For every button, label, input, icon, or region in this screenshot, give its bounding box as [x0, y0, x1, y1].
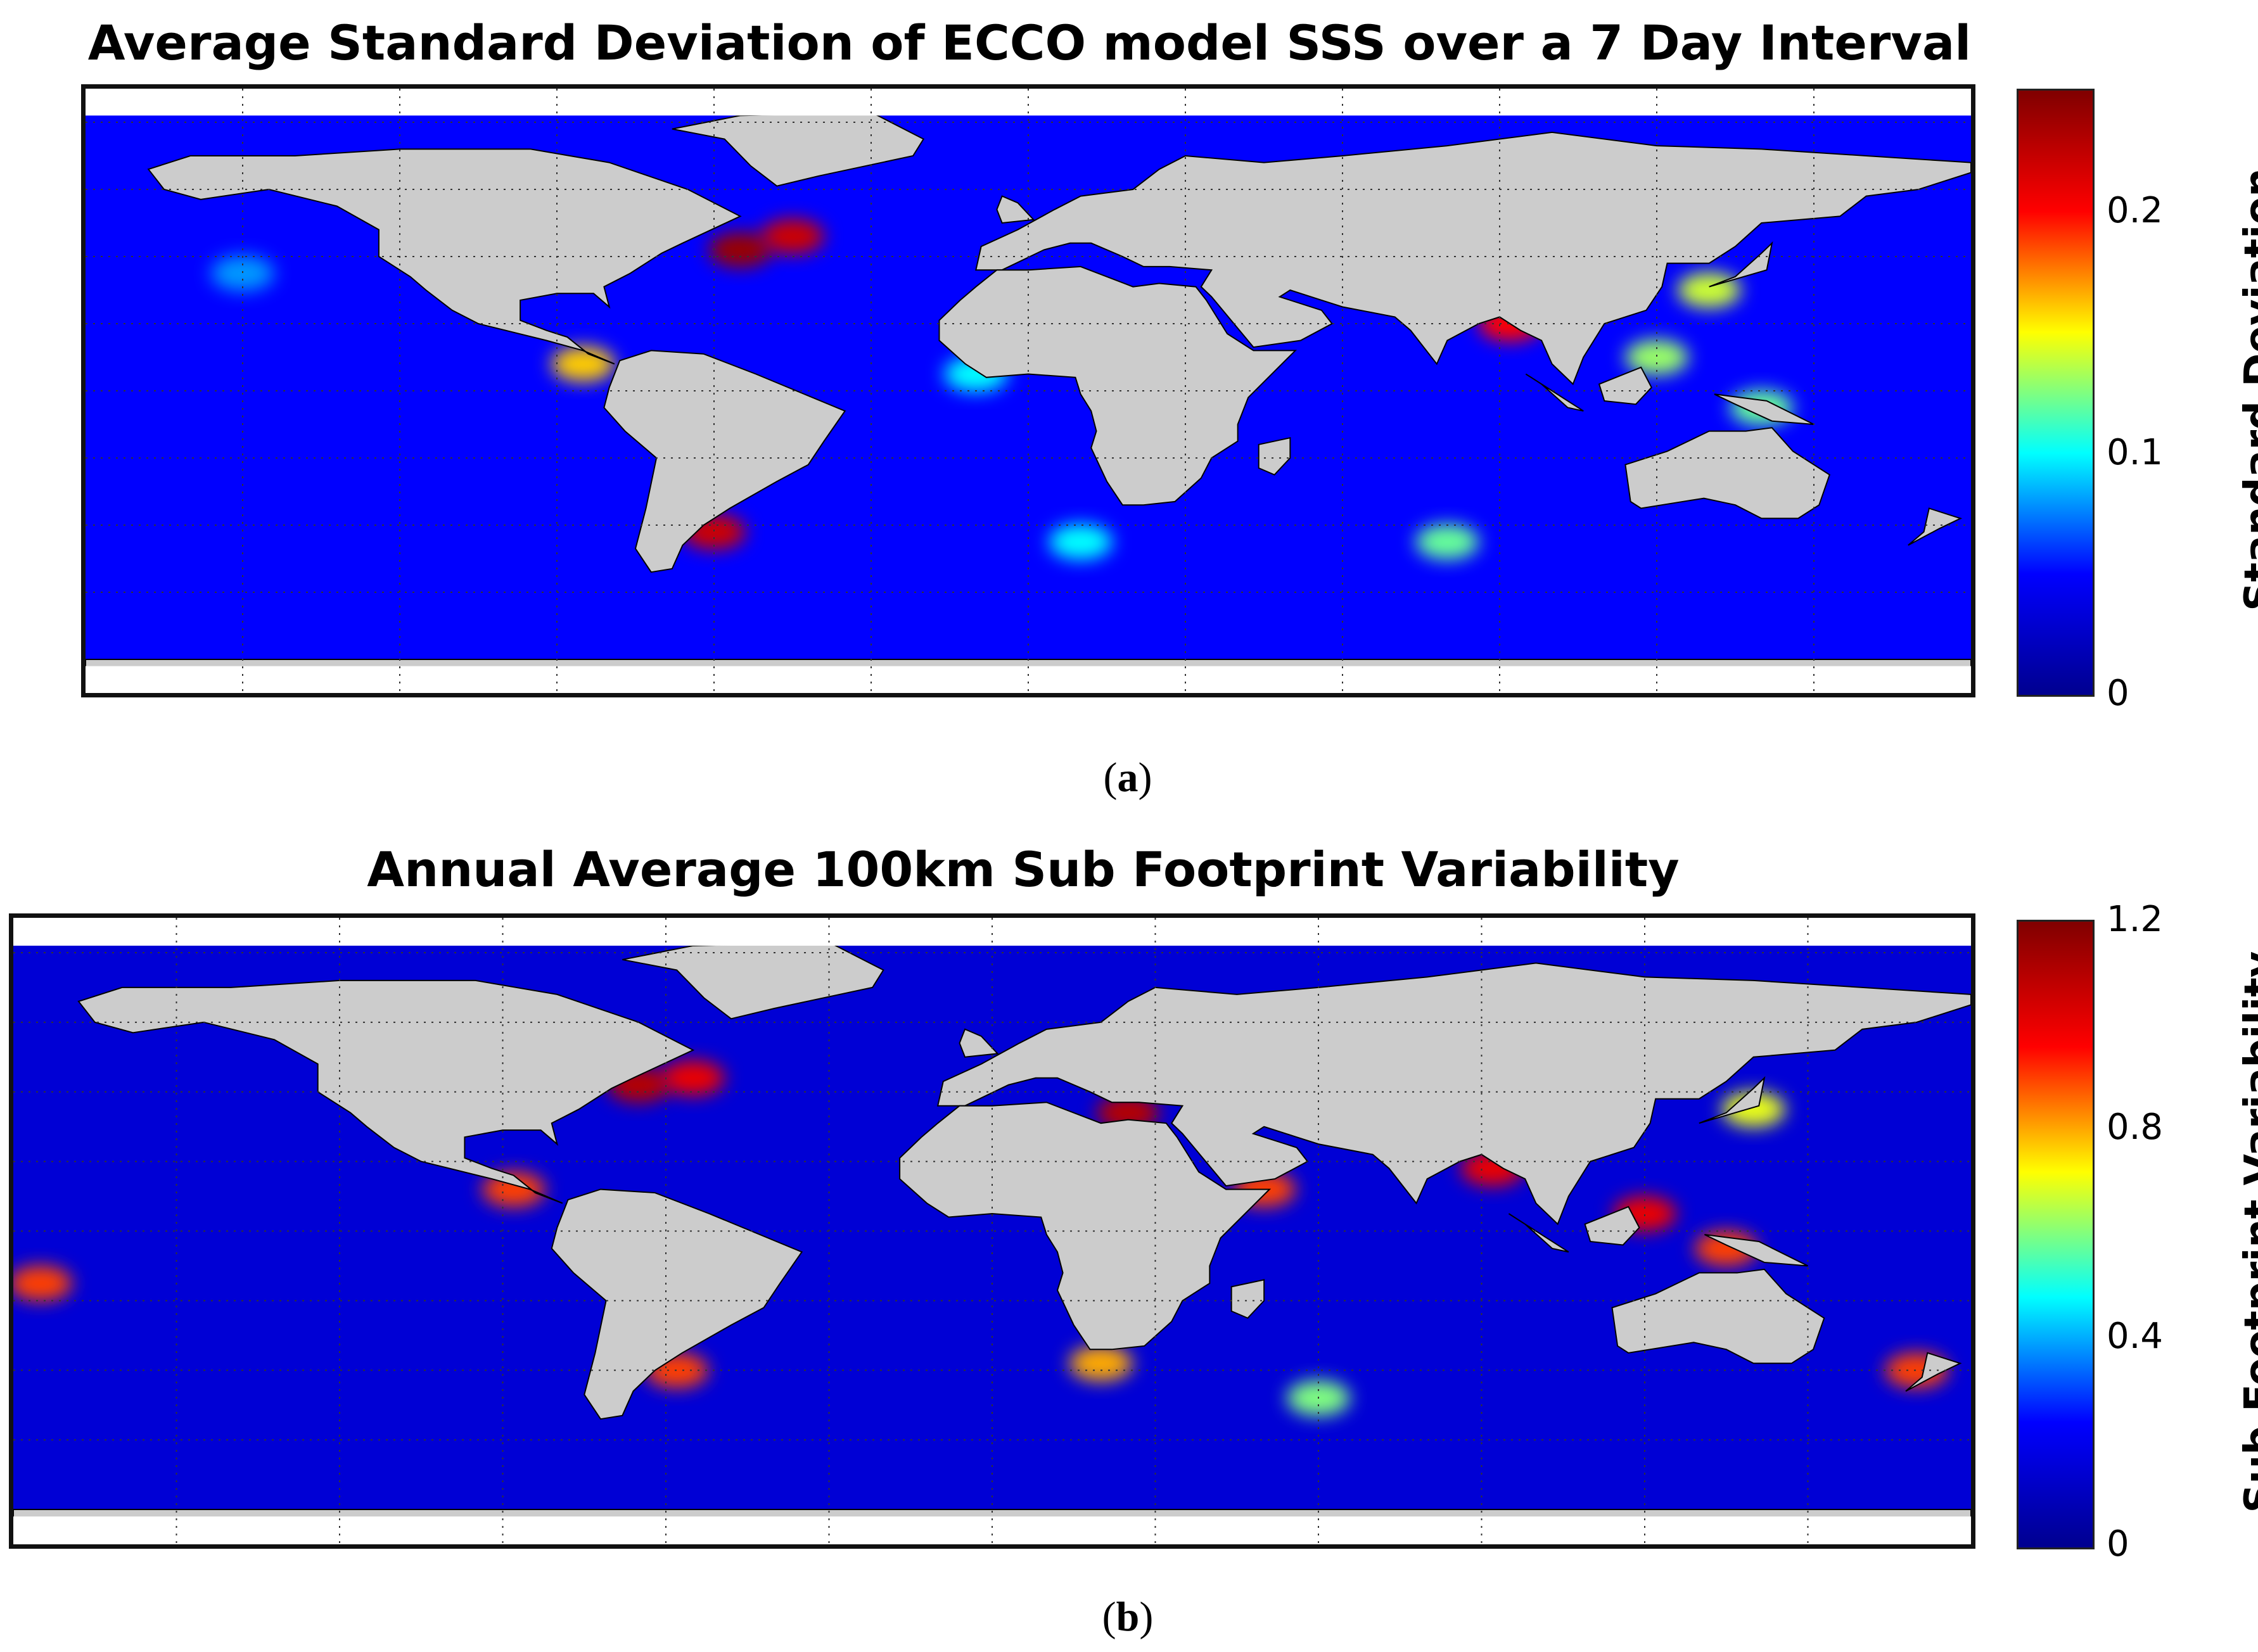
panel-b-tick-0.8: 0.8	[2107, 1107, 2164, 1148]
panel-a-land-madagascar	[1258, 436, 1291, 476]
panel-b-land-new-guinea	[1704, 1234, 1808, 1267]
panel-b-land-madagascar	[1230, 1279, 1265, 1319]
panel-a-land-australia	[1624, 427, 1831, 519]
panel-a-nodata-band-0	[86, 89, 1971, 116]
panel-b-caption: (b)	[1102, 1594, 1154, 1640]
panel-b-land-south-america	[551, 1188, 803, 1420]
panel-b-hotspot-1	[661, 1060, 725, 1096]
panel-b-land-borneo	[1584, 1205, 1640, 1246]
panel-b-tick-0.4: 0.4	[2107, 1316, 2164, 1357]
panel-a-colorbar-label: Standard Deviation	[2236, 168, 2258, 611]
panel-a-map-canvas	[86, 89, 1971, 693]
panel-b-hotspot-13	[1721, 1091, 1785, 1128]
panel-a-colorbar	[2017, 89, 2095, 697]
panel-a-tick-0: 0	[2107, 673, 2129, 714]
panel-b-land-sumatra	[1508, 1213, 1569, 1253]
panel-a-hotspot-3	[551, 346, 615, 382]
panel-b-land-australia	[1611, 1268, 1825, 1364]
panel-a-hotspot-7	[1415, 524, 1479, 560]
panel-a-hotspot-6	[1625, 340, 1688, 375]
panel-b-land-uk	[959, 1028, 999, 1058]
panel-a-tick-0.1: 0.1	[2107, 432, 2164, 473]
panel-b-colorbar-label: Sub Footprint Variability	[2236, 951, 2258, 1513]
panel-b-tick-1.2: 1.2	[2107, 899, 2164, 940]
panel-a-hotspot-1	[761, 219, 824, 255]
panel-a-land-eurasia	[975, 131, 1971, 386]
panel-b-map-canvas	[13, 918, 1971, 1544]
panel-b-land-eurasia	[936, 962, 1971, 1226]
panel-a-title: Average Standard Deviation of ECCO model…	[87, 15, 1972, 71]
panel-b-tick-0: 0	[2107, 1523, 2129, 1565]
panel-a-land-new-zealand	[1908, 507, 1963, 546]
panel-b-colorbar-gradient	[2019, 922, 2093, 1547]
panel-b-title: Annual Average 100km Sub Footprint Varia…	[367, 841, 1680, 898]
panel-a-colorbar-gradient	[2019, 91, 2093, 695]
panel-a-tick-0.2: 0.2	[2107, 190, 2164, 231]
panel-a-nodata-band-1	[86, 666, 1971, 693]
panel-a-hotspot-11	[1049, 524, 1113, 560]
panel-a-land-japan	[1709, 241, 1773, 288]
panel-a-land-south-america	[603, 350, 846, 573]
panel-b-nodata-band-1	[13, 1516, 1971, 1544]
panel-b-map	[9, 913, 1975, 1549]
panel-a-caption: (a)	[1103, 754, 1152, 801]
panel-a-land-new-guinea	[1714, 393, 1815, 425]
panel-a-land-sumatra	[1525, 373, 1584, 412]
panel-a-map	[81, 84, 1975, 697]
panel-b-hotspot-11	[13, 1265, 72, 1301]
panel-a-hotspot-10	[211, 255, 274, 291]
panel-a-land-uk	[996, 195, 1035, 224]
panel-b-land-greenland	[622, 941, 884, 1020]
panel-b-land-north-america	[77, 979, 695, 1204]
panel-b-land-new-zealand	[1905, 1352, 1962, 1392]
panel-b-land-africa	[899, 1102, 1272, 1350]
panel-b-hotspot-9	[1069, 1345, 1133, 1382]
panel-a-land-borneo	[1598, 366, 1652, 405]
panel-a-hotspot-0	[708, 232, 772, 268]
panel-b-land-japan	[1699, 1076, 1766, 1124]
panel-b-colorbar	[2017, 920, 2095, 1549]
panel-a-land-greenland	[672, 111, 925, 187]
